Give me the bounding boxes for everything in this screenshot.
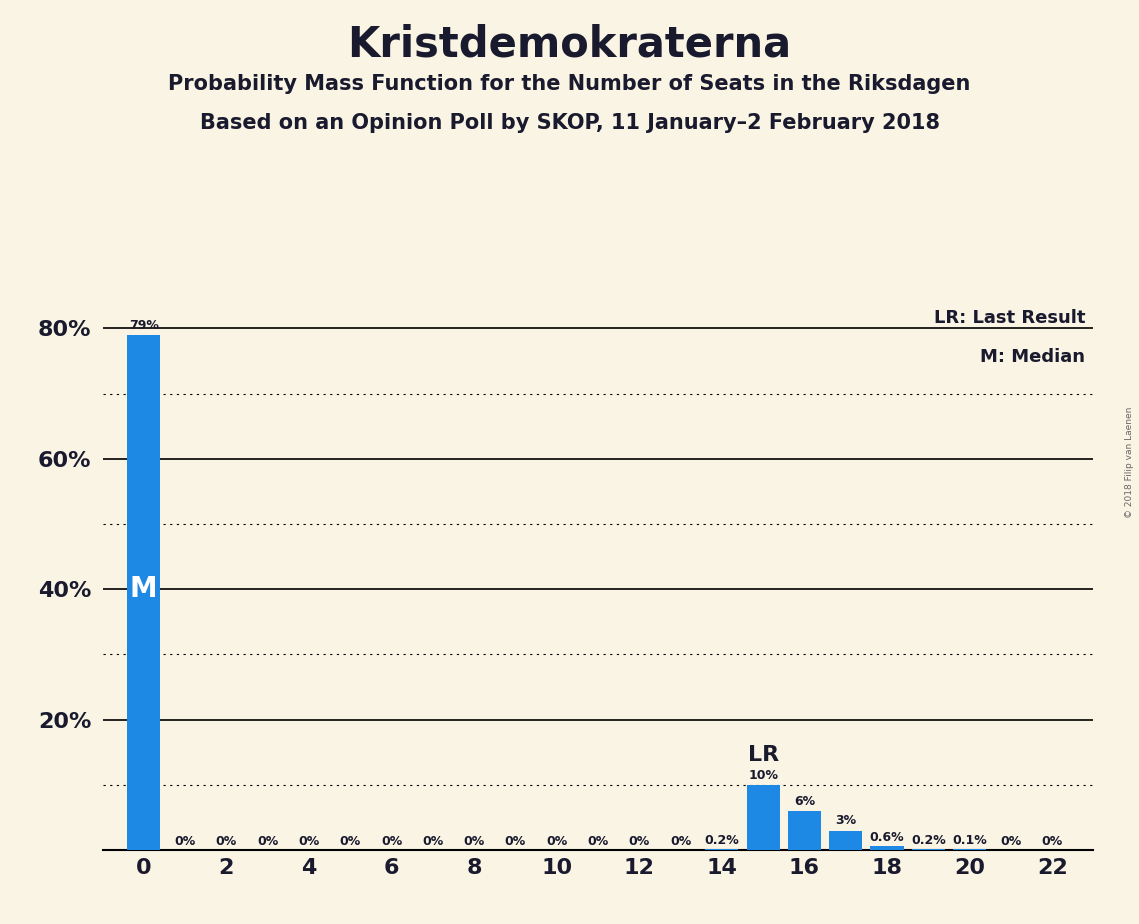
Text: LR: Last Result: LR: Last Result bbox=[934, 309, 1085, 327]
Text: 0%: 0% bbox=[505, 835, 526, 848]
Text: Based on an Opinion Poll by SKOP, 11 January–2 February 2018: Based on an Opinion Poll by SKOP, 11 Jan… bbox=[199, 113, 940, 133]
Text: M: M bbox=[130, 575, 157, 603]
Text: Probability Mass Function for the Number of Seats in the Riksdagen: Probability Mass Function for the Number… bbox=[169, 74, 970, 94]
Text: 0.6%: 0.6% bbox=[870, 832, 904, 845]
Text: 0%: 0% bbox=[423, 835, 443, 848]
Text: 0%: 0% bbox=[670, 835, 691, 848]
Text: 79%: 79% bbox=[129, 319, 158, 332]
Text: 0%: 0% bbox=[257, 835, 278, 848]
Text: Kristdemokraterna: Kristdemokraterna bbox=[347, 23, 792, 65]
Bar bbox=[747, 784, 779, 850]
Text: 0%: 0% bbox=[546, 835, 567, 848]
Text: 0%: 0% bbox=[629, 835, 650, 848]
Text: 0.1%: 0.1% bbox=[952, 834, 988, 847]
Text: 3%: 3% bbox=[835, 814, 857, 827]
Text: LR: LR bbox=[747, 746, 779, 765]
Text: 0%: 0% bbox=[215, 835, 237, 848]
Text: 0%: 0% bbox=[464, 835, 485, 848]
Text: 6%: 6% bbox=[794, 795, 816, 808]
Text: 0%: 0% bbox=[298, 835, 320, 848]
Text: 0%: 0% bbox=[1041, 835, 1063, 848]
Bar bbox=[128, 334, 161, 850]
Bar bbox=[788, 811, 821, 850]
Text: 10%: 10% bbox=[748, 769, 778, 782]
Text: © 2018 Filip van Laenen: © 2018 Filip van Laenen bbox=[1125, 407, 1134, 517]
Text: 0%: 0% bbox=[339, 835, 361, 848]
Text: 0%: 0% bbox=[1000, 835, 1022, 848]
Bar bbox=[705, 849, 738, 850]
Bar bbox=[870, 846, 903, 850]
Bar bbox=[912, 849, 945, 850]
Text: M: Median: M: Median bbox=[981, 347, 1085, 366]
Text: 0%: 0% bbox=[174, 835, 196, 848]
Text: 0%: 0% bbox=[588, 835, 608, 848]
Text: 0%: 0% bbox=[380, 835, 402, 848]
Bar bbox=[829, 831, 862, 850]
Text: 0.2%: 0.2% bbox=[704, 833, 739, 846]
Text: 0.2%: 0.2% bbox=[911, 833, 945, 846]
